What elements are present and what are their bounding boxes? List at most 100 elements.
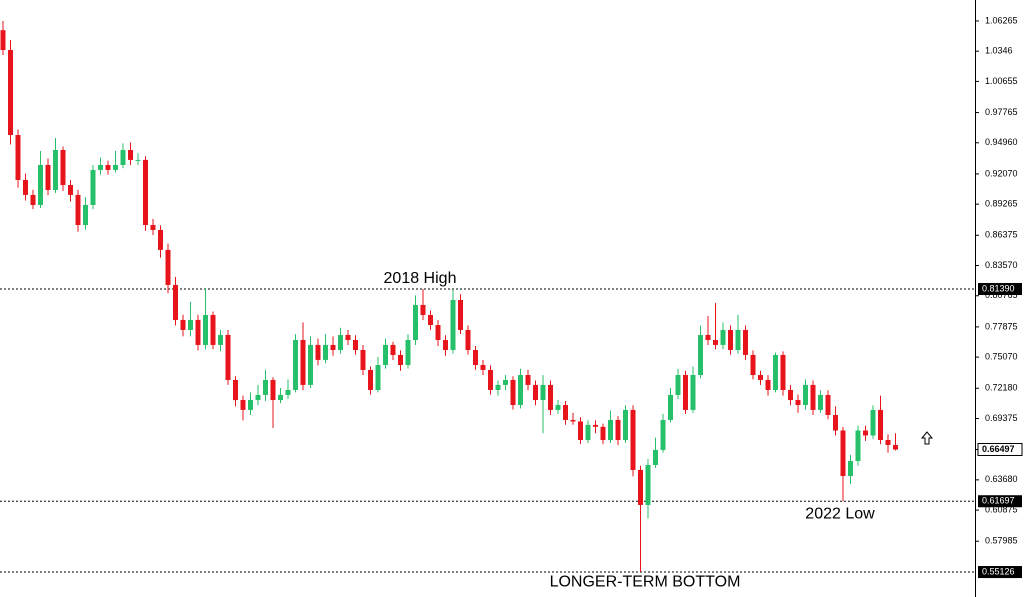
candle-body: [285, 389, 291, 395]
y-tick-label: 1.06265: [985, 15, 1018, 25]
candle-body: [585, 424, 591, 440]
candle-body: [600, 426, 606, 440]
level-label: 0.61697: [982, 496, 1015, 506]
candle-body: [638, 469, 643, 505]
candle-body: [668, 394, 673, 420]
candle-body: [428, 314, 433, 326]
candle-body: [330, 344, 336, 351]
y-tick-label: 0.72180: [985, 383, 1018, 393]
current-price-box: [977, 443, 1023, 457]
candle-body: [263, 379, 268, 395]
candle-body: [690, 375, 696, 410]
candle-body: [608, 419, 613, 440]
candle-body: [570, 419, 576, 422]
level-label-box: [978, 566, 1022, 579]
candle-body: [758, 375, 763, 380]
candle-body: [645, 464, 651, 505]
candle-body: [765, 379, 771, 390]
candle-body: [495, 384, 501, 390]
candle-body: [683, 375, 688, 410]
y-tick-label: 0.63680: [985, 474, 1018, 484]
candle-body: [150, 225, 156, 230]
level-label-box: [978, 495, 1022, 508]
candle-body: [833, 414, 838, 431]
candle-body: [203, 314, 208, 345]
y-tick-label: 0.77875: [985, 321, 1018, 331]
candle-body: [840, 430, 846, 476]
y-tick-label: 0.97765: [985, 107, 1018, 117]
y-tick-label: 0.75070: [985, 351, 1018, 361]
candle-body: [780, 354, 786, 390]
scroll-arrow-icon[interactable]: [920, 431, 934, 445]
y-tick-label: 0.83570: [985, 260, 1018, 270]
candle-body: [630, 409, 636, 470]
candle-body: [165, 249, 171, 285]
candle-body: [743, 329, 748, 355]
candle-body: [533, 384, 538, 401]
candle-body: [128, 150, 133, 160]
current-price-label: 0.66497: [982, 444, 1015, 454]
y-tick-label: 0.86375: [985, 230, 1018, 240]
candle-body: [420, 304, 426, 315]
candle-body: [135, 159, 141, 161]
candle-body: [435, 325, 441, 340]
candle-body: [240, 400, 246, 410]
candle-body: [68, 185, 73, 195]
level-label: 0.81390: [982, 283, 1015, 293]
candle-body: [300, 339, 306, 385]
level-annotation: 2022 Low: [805, 505, 875, 522]
candle-body: [180, 319, 186, 330]
candle-body: [120, 150, 126, 165]
candle-body: [270, 379, 276, 401]
candle-body: [720, 329, 726, 345]
candle-body: [675, 375, 681, 395]
candle-body: [248, 400, 253, 410]
candle-body: [548, 384, 553, 410]
candle-body: [195, 319, 201, 345]
candle-body: [450, 300, 456, 351]
candle-body: [15, 135, 21, 180]
candle-body: [345, 334, 351, 340]
candle-body: [255, 394, 261, 401]
candle-body: [90, 169, 96, 205]
candle-body: [503, 379, 508, 385]
candle-body: [293, 339, 298, 390]
candle-body: [788, 389, 793, 401]
candle-body: [623, 409, 628, 440]
candle-body: [360, 350, 366, 370]
candle-body: [653, 449, 658, 465]
candle-body: [555, 404, 561, 410]
candle-body: [278, 394, 283, 401]
candle-body: [540, 384, 546, 401]
y-tick-label: 0.89265: [985, 199, 1018, 209]
candle-body: [525, 375, 531, 385]
candle-body: [795, 400, 801, 405]
arrow-shape[interactable]: [920, 431, 934, 445]
candle-body: [38, 164, 43, 205]
candle-body: [75, 194, 81, 226]
y-tick-label: 0.80765: [985, 290, 1018, 300]
candle-body: [563, 404, 568, 420]
candle-body: [848, 461, 853, 476]
candle-body: [443, 339, 448, 351]
candle-body: [660, 419, 666, 450]
candle-body: [0, 30, 6, 51]
y-tick-label: 0.69375: [985, 413, 1018, 423]
y-tick-label: 1.0346: [985, 46, 1013, 56]
candle-body: [113, 164, 118, 170]
candle-body: [23, 179, 28, 195]
candle-body: [480, 364, 486, 370]
candle-body: [615, 419, 621, 440]
candle-body: [465, 329, 471, 351]
candle-body: [315, 344, 321, 360]
candle-body: [398, 354, 403, 365]
level-label-box: [978, 283, 1022, 296]
candle-body: [323, 344, 328, 360]
candle-body: [413, 304, 418, 340]
candle-body: [510, 379, 516, 405]
candle-body: [83, 204, 88, 226]
candle-body: [60, 150, 66, 186]
y-tick-label: 0.92070: [985, 168, 1018, 178]
candle-body: [698, 334, 703, 376]
